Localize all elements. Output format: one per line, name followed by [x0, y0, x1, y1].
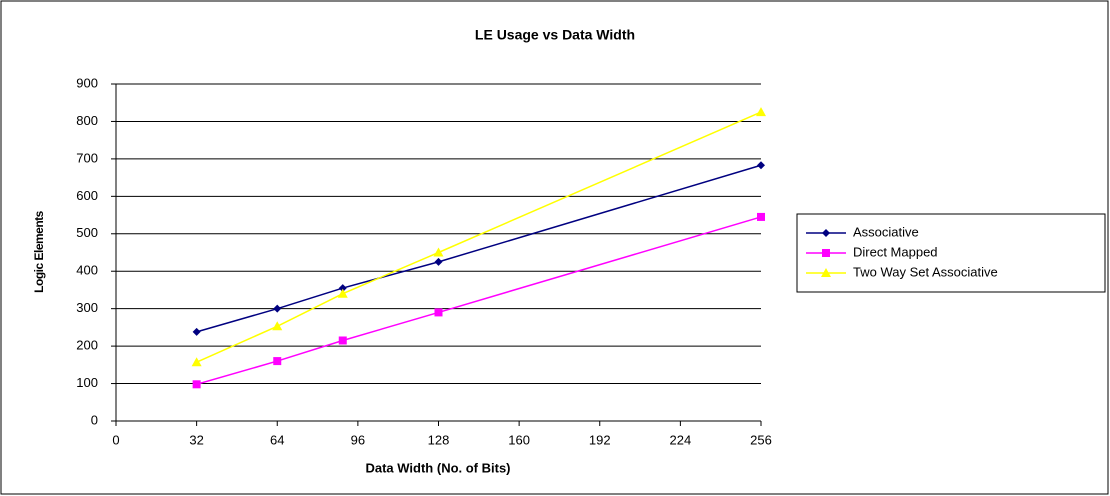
x-axis-label: Data Width (No. of Bits) — [365, 460, 510, 475]
x-tick-label: 0 — [112, 432, 119, 447]
marker — [433, 247, 444, 257]
y-tick-label: 900 — [76, 75, 98, 90]
x-tick-label: 96 — [351, 432, 365, 447]
y-tick-label: 400 — [76, 263, 98, 278]
x-tick-label: 64 — [270, 432, 284, 447]
marker — [821, 268, 831, 277]
x-tick-label: 256 — [750, 432, 772, 447]
marker — [757, 212, 765, 221]
y-tick-label: 200 — [76, 338, 98, 353]
marker — [191, 357, 202, 367]
y-tick-label: 600 — [76, 188, 98, 203]
y-tick-label: 100 — [76, 375, 98, 390]
x-tick-label: 224 — [670, 432, 692, 447]
y-axis-label: Logic Elements — [32, 210, 46, 293]
x-tick-label: 128 — [428, 432, 450, 447]
marker — [192, 327, 201, 336]
marker — [272, 321, 283, 331]
marker — [338, 336, 347, 345]
marker — [338, 284, 347, 293]
marker — [757, 161, 765, 170]
legend-label: Associative — [853, 224, 919, 239]
chart-title: LE Usage vs Data Width — [475, 27, 635, 43]
marker — [822, 229, 830, 237]
y-tick-label: 500 — [76, 225, 98, 240]
legend-label: Direct Mapped — [853, 244, 938, 259]
marker — [192, 380, 201, 389]
y-tick-label: 300 — [76, 300, 98, 315]
marker — [434, 257, 443, 266]
x-tick-label: 160 — [508, 432, 530, 447]
marker — [273, 304, 282, 313]
legend-box — [796, 213, 1106, 293]
marker — [756, 107, 766, 117]
x-tick-label: 192 — [589, 432, 611, 447]
marker — [434, 308, 443, 317]
y-tick-label: 700 — [76, 150, 98, 165]
marker — [337, 288, 348, 298]
x-tick-label: 32 — [189, 432, 203, 447]
marker — [273, 357, 282, 366]
marker — [822, 249, 830, 257]
y-tick-label: 800 — [76, 113, 98, 128]
y-tick-label: 0 — [91, 412, 98, 427]
legend-label: Two Way Set Associative — [853, 264, 998, 279]
